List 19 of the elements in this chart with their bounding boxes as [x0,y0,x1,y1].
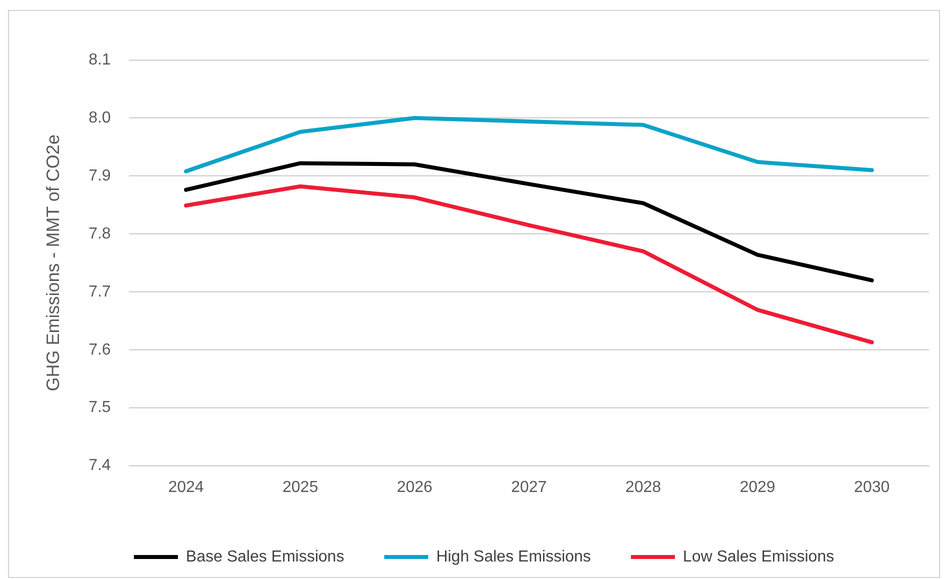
y-tick-label: 7.8 [88,225,111,242]
x-tick-label: 2024 [168,478,204,496]
y-tick-label: 7.7 [88,283,111,300]
y-tick-label: 8.0 [88,109,111,126]
legend-label: High Sales Emissions [436,548,591,566]
y-axis-title: GHG Emissions - MMT of CO2e [42,134,63,392]
y-tick-label: 7.9 [88,167,111,184]
y-tick-label: 7.5 [88,399,111,416]
legend-label: Base Sales Emissions [186,548,344,566]
x-tick-label: 2029 [740,478,776,496]
x-tick-label: 2026 [396,478,433,496]
x-tick-label: 2030 [854,478,890,496]
y-tick-label: 8.1 [88,51,111,68]
x-tick-label: 2028 [625,478,662,496]
y-tick-label: 7.6 [88,341,111,358]
x-tick-label: 2027 [511,478,547,496]
x-tick-label: 2025 [282,478,318,496]
legend-label: Low Sales Emissions [682,548,834,566]
y-tick-label: 7.4 [88,457,111,474]
